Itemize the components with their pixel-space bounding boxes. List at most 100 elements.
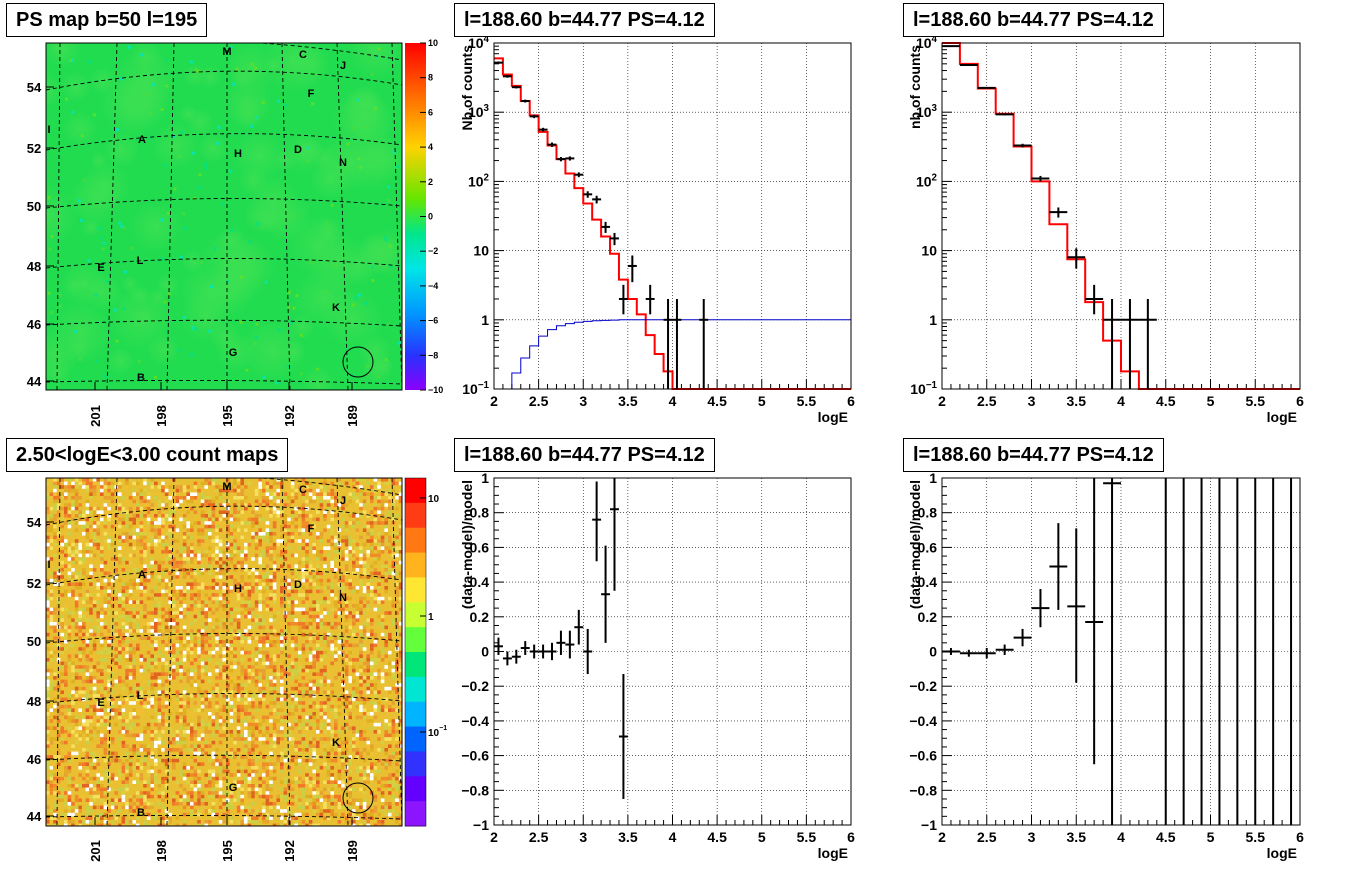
count-map-texture-pixel	[92, 726, 97, 730]
count-map-texture-pixel	[319, 733, 324, 738]
count-map-texture-pixel	[139, 654, 144, 658]
count-map-texture-pixel	[244, 719, 248, 723]
count-map-texture-pixel	[341, 607, 345, 612]
count-map-texture-pixel	[85, 510, 90, 514]
count-map-texture-pixel	[179, 496, 183, 500]
count-map-texture-pixel	[128, 578, 133, 583]
count-map-texture-pixel	[67, 791, 72, 795]
ps-map-texture-patch	[66, 334, 93, 360]
count-map-texture-pixel	[355, 632, 360, 637]
count-map-texture-pixel	[114, 812, 118, 817]
count-map-texture-pixel	[254, 722, 259, 727]
count-map-texture-pixel	[308, 704, 313, 709]
count-map-texture-pixel	[326, 546, 331, 550]
count-map-texture-pixel	[197, 629, 201, 633]
count-map-texture-pixel	[352, 496, 356, 500]
count-map-texture-pixel	[334, 719, 338, 723]
count-map-texture-pixel	[132, 809, 136, 813]
count-map-texture-pixel	[247, 582, 252, 586]
count-map-texture-pixel	[161, 488, 165, 493]
count-map-texture-pixel	[150, 661, 154, 666]
count-map-texture-pixel	[352, 575, 356, 579]
count-map-texture-pixel	[334, 514, 338, 518]
count-map-texture-pixel	[107, 805, 111, 810]
count-map-texture-pixel	[92, 542, 97, 547]
count-map-texture-pixel	[247, 607, 252, 612]
count-map-texture-pixel	[208, 758, 212, 763]
count-map-texture-pixel	[154, 661, 158, 666]
count-map-texture-pixel	[344, 672, 349, 676]
count-map-texture-pixel	[280, 794, 284, 799]
count-map-texture-pixel	[136, 524, 140, 529]
count-map-texture-pixel	[89, 676, 93, 680]
count-map-texture-pixel	[71, 521, 75, 525]
count-map-texture-pixel	[96, 600, 100, 604]
count-map-texture-pixel	[319, 697, 324, 702]
count-map-texture-pixel	[46, 506, 50, 511]
count-map-texture-pixel	[200, 658, 205, 662]
count-map-texture-pixel	[154, 658, 158, 662]
count-map-texture-pixel	[175, 791, 180, 795]
count-map-texture-pixel	[298, 665, 302, 669]
count-map-texture-pixel	[89, 820, 93, 824]
ps-map-texture-pixel	[253, 342, 257, 346]
count-map-texture-pixel	[280, 766, 284, 770]
count-map-texture-pixel	[305, 802, 309, 806]
count-map-texture-pixel	[280, 737, 284, 741]
count-map-texture-pixel	[193, 668, 198, 673]
count-map-texture-pixel	[121, 647, 126, 651]
count-map-texture-pixel	[200, 568, 205, 572]
count-map-texture-pixel	[218, 769, 223, 774]
count-map-texture-pixel	[301, 625, 306, 630]
count-map-texture-pixel	[323, 488, 327, 493]
count-map-texture-pixel	[308, 787, 313, 792]
count-map-texture-pixel	[64, 751, 68, 756]
count-map-texture-pixel	[56, 510, 61, 514]
count-map-texture-pixel	[110, 586, 115, 590]
count-map-texture-pixel	[276, 722, 280, 727]
count-map-texture-pixel	[301, 676, 306, 680]
count-map-texture-pixel	[193, 643, 198, 648]
count-map-texture-pixel	[67, 758, 72, 763]
count-map-texture-pixel	[157, 596, 162, 601]
count-map-texture-pixel	[254, 737, 259, 741]
count-map-texture-pixel	[316, 780, 320, 784]
count-map-texture-pixel	[179, 701, 183, 705]
count-map-texture-pixel	[348, 712, 352, 716]
count-map-texture-pixel	[56, 521, 61, 525]
count-map-texture-pixel	[334, 740, 338, 745]
count-map-texture-pixel	[82, 784, 86, 788]
count-map-texture-pixel	[161, 528, 165, 532]
count-map-texture-pixel	[247, 751, 252, 756]
count-map-texture-pixel	[157, 737, 162, 741]
count-map-texture-pixel	[85, 805, 90, 810]
count-map-texture-pixel	[82, 510, 86, 514]
count-map-texture-pixel	[258, 607, 262, 612]
count-map-texture-pixel	[154, 744, 158, 748]
count-map-texture-pixel	[154, 593, 158, 597]
count-map-texture-pixel	[172, 643, 176, 648]
count-map-texture-pixel	[161, 560, 165, 565]
count-map-texture-pixel	[136, 773, 140, 777]
count-map-texture-pixel	[240, 510, 244, 514]
count-map-texture-pixel	[229, 622, 234, 626]
count-map-texture-pixel	[182, 568, 187, 572]
count-map-texture-pixel	[114, 776, 118, 781]
count-map-texture-pixel	[208, 499, 212, 504]
count-map-texture-pixel	[103, 733, 108, 738]
ps-map-texture-pixel	[254, 335, 258, 339]
count-map-texture-pixel	[211, 802, 216, 806]
count-map-texture-pixel	[254, 708, 259, 712]
count-map-texture-pixel	[262, 625, 266, 630]
count-map-texture-pixel	[193, 604, 198, 608]
ps-map-texture-patch	[62, 111, 97, 146]
count-map-texture-pixel	[312, 751, 316, 756]
count-map-texture-pixel	[82, 524, 86, 529]
count-map-texture-pixel	[164, 546, 169, 550]
count-map-texture-pixel	[78, 773, 82, 777]
count-map-texture-pixel	[146, 564, 151, 568]
ps-map-texture-pixel	[262, 375, 266, 379]
count-map-texture-pixel	[139, 506, 144, 511]
count-map-texture-pixel	[110, 524, 115, 529]
count-map-texture-pixel	[251, 773, 255, 777]
